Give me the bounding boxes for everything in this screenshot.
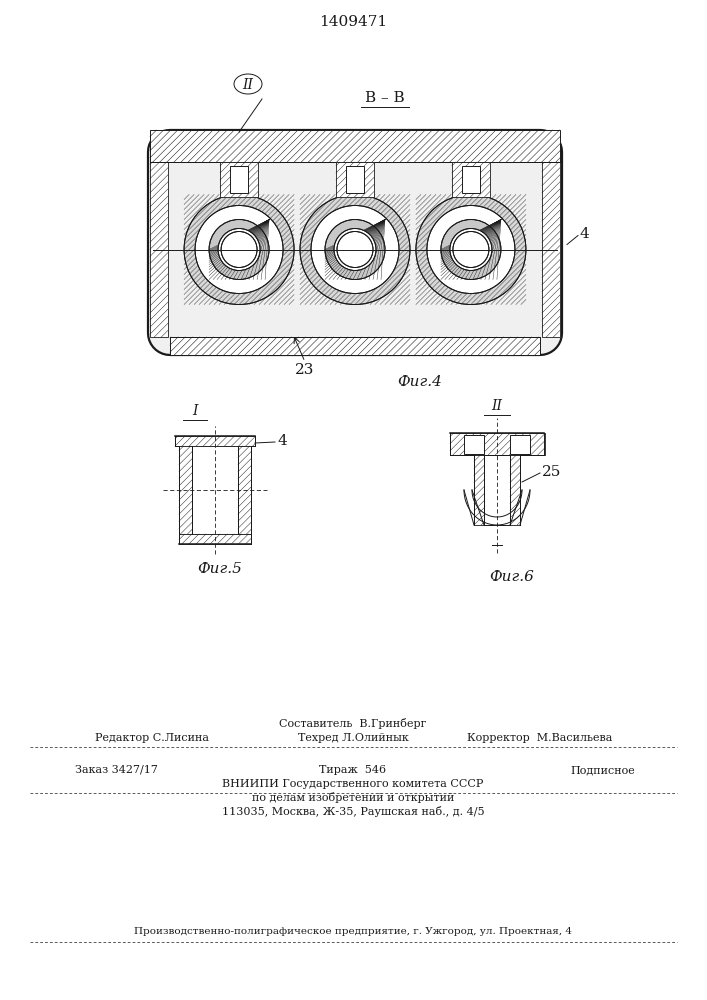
Bar — [220, 162, 258, 197]
Bar — [510, 455, 520, 525]
Text: Корректор  М.Васильева: Корректор М.Васильева — [467, 733, 612, 743]
Text: Тираж  546: Тираж 546 — [320, 765, 387, 775]
Circle shape — [334, 229, 376, 270]
Circle shape — [416, 194, 526, 304]
Text: 25: 25 — [542, 465, 561, 479]
Text: Редактор С.Лисина: Редактор С.Лисина — [95, 733, 209, 743]
Text: I: I — [192, 404, 198, 418]
Bar — [170, 337, 540, 355]
Text: по делам изобретений и открытий: по делам изобретений и открытий — [252, 792, 454, 803]
Bar — [346, 166, 364, 193]
Text: 23: 23 — [296, 363, 315, 377]
Text: Фиг.5: Фиг.5 — [197, 562, 243, 576]
Text: Техред Л.Олийнык: Техред Л.Олийнык — [298, 733, 409, 743]
Text: 113035, Москва, Ж-35, Раушская наб., д. 4/5: 113035, Москва, Ж-35, Раушская наб., д. … — [222, 806, 484, 817]
Circle shape — [221, 232, 257, 267]
Text: Подписное: Подписное — [570, 765, 635, 775]
Bar — [464, 435, 484, 454]
Text: II: II — [243, 78, 254, 92]
Bar — [336, 162, 374, 197]
Circle shape — [195, 206, 283, 294]
Bar — [150, 162, 168, 337]
Text: ВНИИПИ Государственного комитета СССР: ВНИИПИ Государственного комитета СССР — [222, 779, 484, 789]
Text: Заказ 3427/17: Заказ 3427/17 — [75, 765, 158, 775]
Circle shape — [300, 194, 410, 304]
Bar — [192, 446, 238, 534]
Bar — [474, 455, 484, 525]
Text: 4: 4 — [580, 228, 590, 241]
Polygon shape — [148, 130, 562, 355]
Circle shape — [427, 206, 515, 294]
Text: В – В: В – В — [366, 91, 405, 105]
Circle shape — [453, 232, 489, 267]
Bar — [452, 162, 490, 197]
Bar — [484, 455, 510, 525]
Bar — [175, 436, 255, 446]
Circle shape — [441, 220, 501, 279]
Circle shape — [337, 232, 373, 267]
Bar — [179, 534, 251, 544]
Bar — [179, 446, 192, 534]
Bar — [238, 446, 251, 534]
Circle shape — [450, 229, 492, 270]
Bar — [542, 162, 560, 337]
Circle shape — [311, 206, 399, 294]
Text: 1409471: 1409471 — [319, 15, 387, 29]
Circle shape — [184, 194, 294, 304]
Bar — [150, 130, 560, 162]
Text: Фиг.6: Фиг.6 — [489, 570, 534, 584]
Text: Фиг.4: Фиг.4 — [397, 375, 443, 389]
Text: 4: 4 — [277, 434, 287, 448]
Circle shape — [209, 220, 269, 279]
Bar — [510, 435, 530, 454]
Bar — [230, 166, 248, 193]
Text: II: II — [491, 399, 503, 413]
Bar — [462, 166, 480, 193]
Circle shape — [218, 229, 260, 270]
Text: Производственно-полиграфическое предприятие, г. Ужгород, ул. Проектная, 4: Производственно-полиграфическое предприя… — [134, 927, 572, 936]
Text: Составитель  В.Гринберг: Составитель В.Гринберг — [279, 718, 427, 729]
Circle shape — [325, 220, 385, 279]
Bar — [450, 433, 545, 455]
